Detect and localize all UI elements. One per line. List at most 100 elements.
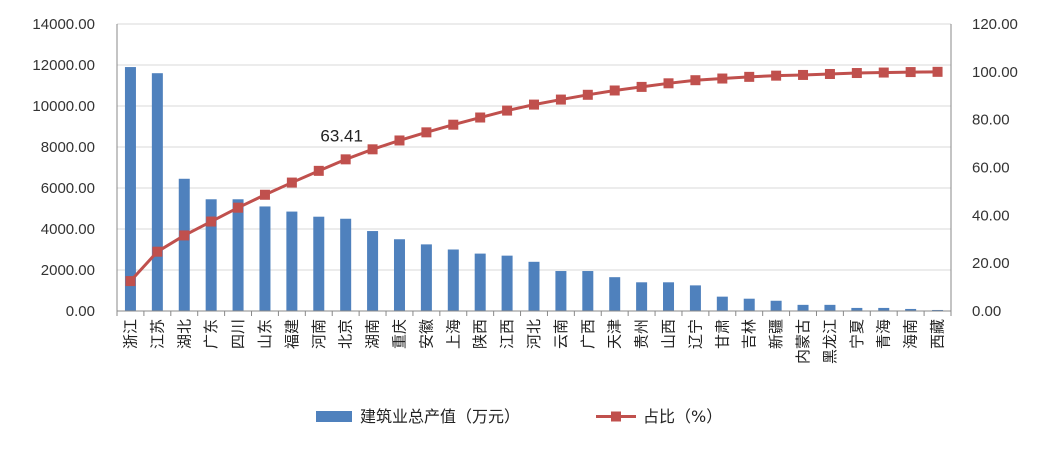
y-left-tick-label: 0.00 <box>66 303 95 320</box>
line-marker <box>905 67 916 78</box>
y-axis-left: 0.00 2000.00 4000.00 6000.00 8000.00 10000.00… <box>32 16 95 320</box>
y-left-tick-label: 14000.00 <box>32 16 95 33</box>
bar <box>797 304 809 311</box>
line-marker <box>125 276 136 287</box>
x-tick-label: 重庆 <box>390 319 408 349</box>
line-marker <box>421 127 432 138</box>
line-marker <box>286 177 297 188</box>
x-tick-label: 江苏 <box>148 319 166 349</box>
line-marker <box>932 66 943 77</box>
line-marker <box>313 165 324 176</box>
line-marker <box>690 75 701 86</box>
line-series <box>125 66 943 287</box>
x-tick-label: 河南 <box>310 319 328 349</box>
y-right-tick-label: 40.00 <box>972 207 1010 224</box>
x-tick-label: 宁夏 <box>848 319 866 349</box>
bar <box>232 199 244 311</box>
x-tick-label: 西藏 <box>929 319 947 349</box>
x-tick-label: 浙江 <box>121 319 139 349</box>
bar <box>932 309 944 311</box>
x-tick-label: 福建 <box>283 319 301 349</box>
bar <box>313 216 325 311</box>
x-tick-label: 河北 <box>525 319 543 349</box>
bar <box>205 199 217 311</box>
line-marker <box>582 89 593 100</box>
y-left-tick-label: 12000.00 <box>32 57 95 74</box>
bar <box>420 244 432 311</box>
y-left-tick-label: 6000.00 <box>41 180 95 197</box>
x-tick-label: 吉林 <box>740 319 758 349</box>
bar <box>501 255 513 311</box>
bar <box>151 73 163 311</box>
x-tick-label: 安徽 <box>417 319 435 349</box>
legend-line-label: 占比（%） <box>643 407 722 426</box>
x-axis <box>116 24 952 316</box>
x-tick-label: 山东 <box>256 319 274 349</box>
y-right-tick-label: 120.00 <box>972 16 1018 33</box>
line-marker <box>394 135 405 146</box>
x-tick-label: 湖南 <box>364 319 382 349</box>
bar <box>878 307 890 311</box>
bar <box>770 300 782 311</box>
line-marker <box>448 119 459 130</box>
line-marker <box>259 189 270 200</box>
y-right-tick-label: 0.00 <box>972 303 1001 320</box>
bar-series <box>124 67 944 311</box>
line-marker <box>771 70 782 81</box>
bar <box>743 298 755 311</box>
bar <box>905 308 917 311</box>
bar <box>851 307 863 311</box>
x-tick-label: 湖北 <box>175 319 193 349</box>
x-tick-label: 四川 <box>229 319 247 349</box>
line-marker <box>529 99 539 110</box>
line-marker <box>233 202 244 213</box>
line-marker <box>744 71 755 82</box>
line-marker <box>717 73 728 84</box>
bar <box>689 285 701 311</box>
data-annotation: 63.41 <box>320 126 363 145</box>
line-marker <box>851 68 862 79</box>
line-marker <box>555 94 566 105</box>
legend-bar-label: 建筑业总产值（万元） <box>360 407 520 426</box>
bar <box>636 282 648 311</box>
bar <box>555 271 567 311</box>
bar <box>259 206 271 311</box>
y-left-tick-label: 2000.00 <box>41 262 95 279</box>
data-label: 63.41 <box>320 126 363 145</box>
x-tick-label: 江西 <box>498 319 516 349</box>
bar <box>178 178 190 311</box>
line-marker <box>609 85 620 96</box>
y-right-tick-label: 100.00 <box>972 64 1018 81</box>
y-axis-right: 0.00 20.00 40.00 60.00 80.00 100.00 120.00 <box>972 16 1018 320</box>
x-tick-label: 新疆 <box>767 319 785 349</box>
x-tick-label: 陕西 <box>471 319 489 349</box>
x-tick-label: 辽宁 <box>686 319 704 349</box>
x-tick-label: 广东 <box>202 319 220 349</box>
line-marker <box>502 105 513 116</box>
x-tick-label: 甘肃 <box>713 319 731 349</box>
line-marker <box>663 78 674 89</box>
y-left-tick-label: 4000.00 <box>41 221 95 238</box>
legend-bar-swatch <box>316 411 352 422</box>
y-left-tick-label: 10000.00 <box>32 98 95 115</box>
x-tick-label: 海南 <box>902 319 920 349</box>
x-tick-label: 上海 <box>444 319 462 349</box>
line-marker <box>798 69 809 80</box>
x-tick-label: 内蒙古 <box>794 319 812 364</box>
x-tick-label: 贵州 <box>633 319 651 349</box>
line-marker <box>636 81 647 92</box>
y-right-tick-label: 60.00 <box>972 160 1010 177</box>
x-tick-label: 云南 <box>552 319 570 349</box>
x-tick-label: 天津 <box>606 319 624 349</box>
bar <box>447 249 459 311</box>
x-tick-label: 北京 <box>337 319 355 349</box>
bar <box>340 218 352 311</box>
bar <box>663 282 675 311</box>
bar <box>393 239 405 311</box>
y-right-tick-label: 80.00 <box>972 112 1010 129</box>
legend-line-marker <box>611 411 621 422</box>
line-marker <box>152 246 163 257</box>
bar <box>582 271 594 311</box>
line-marker <box>475 112 486 123</box>
